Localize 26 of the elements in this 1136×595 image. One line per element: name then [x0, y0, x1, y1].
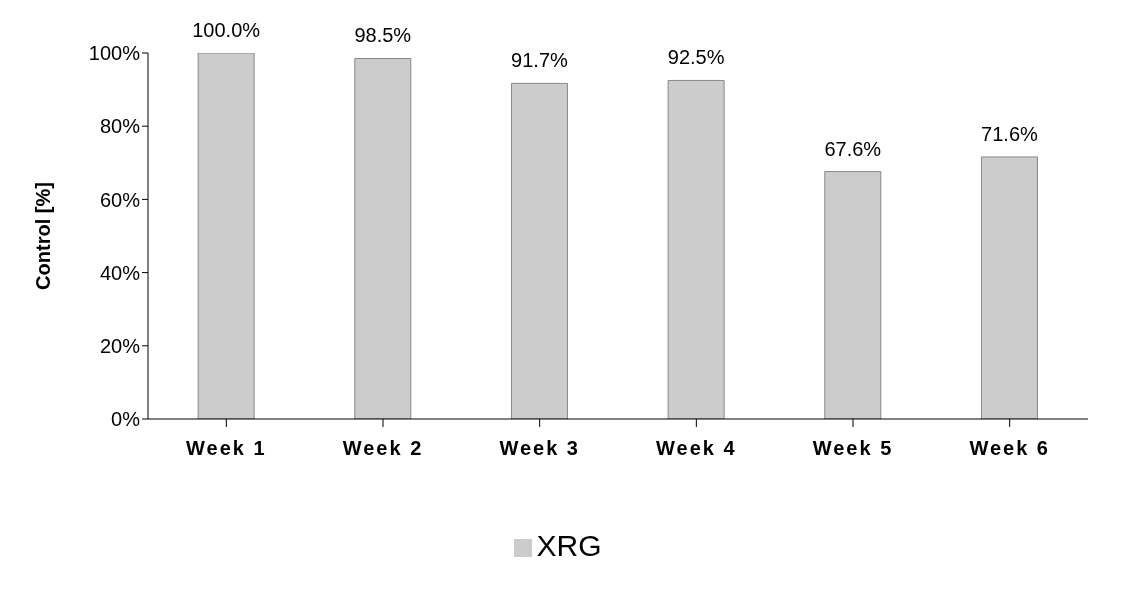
data-label: 91.7%	[511, 49, 569, 72]
y-tick-label: 80%	[99, 115, 141, 138]
data-label: 71.6%	[981, 122, 1039, 145]
x-tick-label: Week 3	[499, 437, 580, 460]
y-tick-label: 60%	[99, 188, 141, 211]
y-tick-label: 20%	[99, 334, 141, 357]
bar	[824, 171, 882, 419]
x-tick-label: Week 5	[812, 437, 894, 460]
data-label: 92.5%	[667, 46, 725, 69]
y-tick-label: 100%	[88, 42, 141, 65]
bar	[980, 156, 1038, 419]
bar	[667, 79, 725, 419]
x-tick-label: Week 1	[186, 437, 267, 460]
y-tick-label: 40%	[99, 261, 141, 284]
bar	[197, 53, 255, 419]
x-tick-label: Week 2	[342, 437, 424, 460]
x-tick-label: Week 6	[969, 437, 1050, 460]
y-axis-title: Control [%]	[32, 182, 55, 290]
data-label: 98.5%	[354, 24, 412, 47]
data-label: 100.0%	[192, 19, 261, 41]
x-tick-label: Week 4	[656, 437, 737, 460]
bar	[354, 57, 412, 419]
data-label: 67.6%	[824, 137, 882, 160]
legend-label: XRG	[536, 529, 602, 562]
bar	[510, 82, 568, 419]
y-tick-label: 0%	[111, 408, 141, 431]
